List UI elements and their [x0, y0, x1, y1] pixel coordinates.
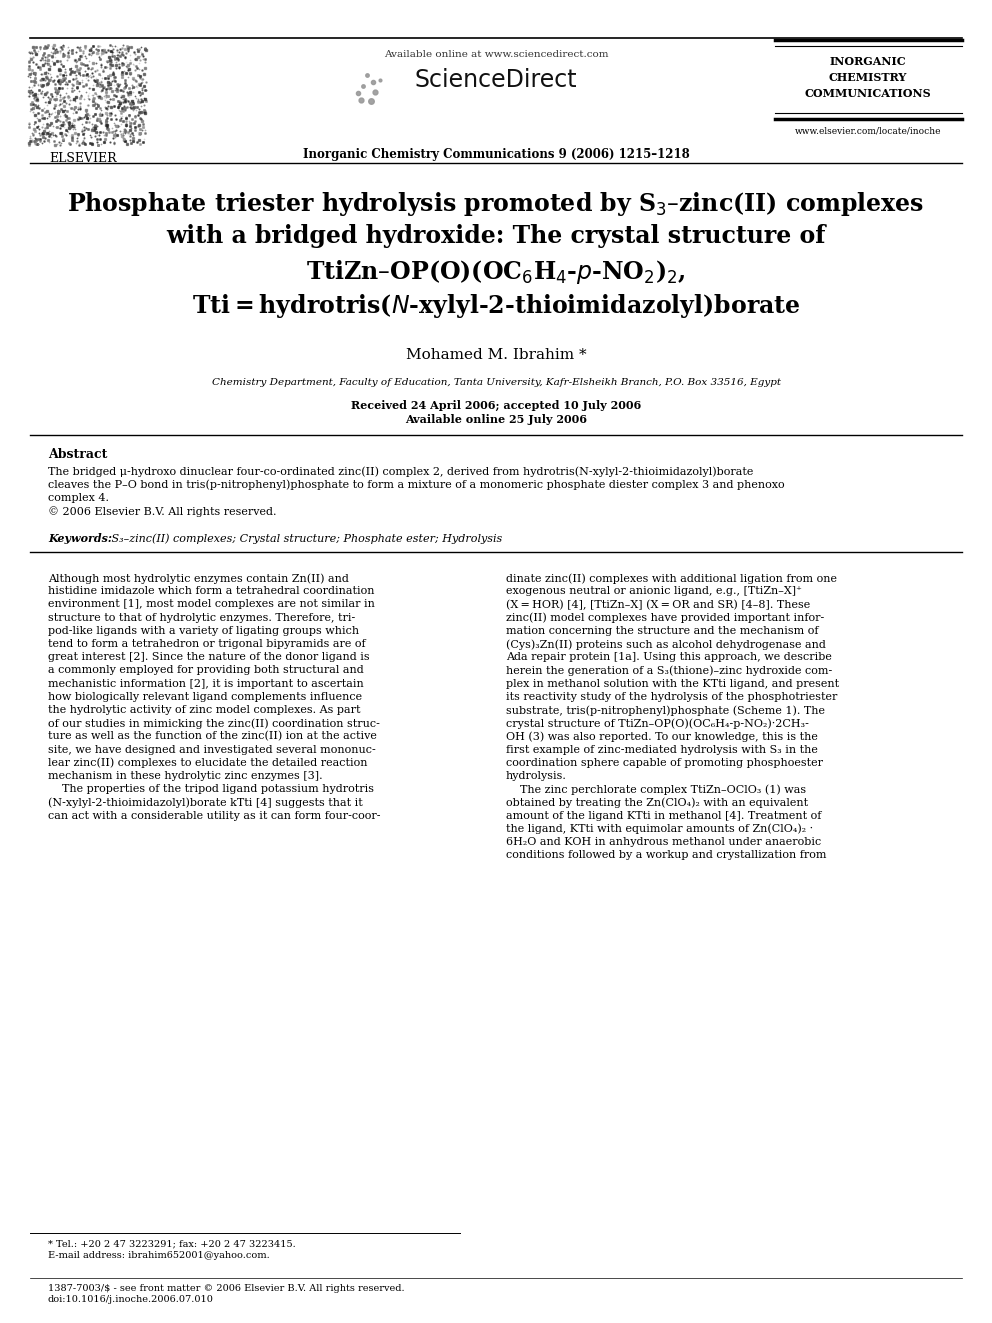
Text: how biologically relevant ligand complements influence: how biologically relevant ligand complem… [48, 692, 362, 701]
Text: substrate, tris(p-nitrophenyl)phosphate (Scheme 1). The: substrate, tris(p-nitrophenyl)phosphate … [506, 705, 825, 716]
Text: the ligand, KTti with equimolar amounts of Zn(ClO₄)₂ ·: the ligand, KTti with equimolar amounts … [506, 824, 813, 835]
Text: The properties of the tripod ligand potassium hydrotris: The properties of the tripod ligand pota… [48, 785, 374, 794]
Text: ELSEVIER: ELSEVIER [50, 152, 117, 165]
Text: mechanistic information [2], it is important to ascertain: mechanistic information [2], it is impor… [48, 679, 364, 688]
Text: Available online 25 July 2006: Available online 25 July 2006 [405, 414, 587, 425]
Text: CHEMISTRY: CHEMISTRY [828, 71, 908, 83]
Text: The zinc perchlorate complex TtiZn–OClO₃ (1) was: The zinc perchlorate complex TtiZn–OClO₃… [506, 785, 806, 795]
Text: the hydrolytic activity of zinc model complexes. As part: the hydrolytic activity of zinc model co… [48, 705, 360, 714]
Text: its reactivity study of the hydrolysis of the phosphotriester: its reactivity study of the hydrolysis o… [506, 692, 837, 701]
Text: a commonly employed for providing both structural and: a commonly employed for providing both s… [48, 665, 364, 676]
Text: Ada repair protein [1a]. Using this approach, we describe: Ada repair protein [1a]. Using this appr… [506, 652, 832, 663]
Text: 1387-7003/$ - see front matter © 2006 Elsevier B.V. All rights reserved.: 1387-7003/$ - see front matter © 2006 El… [48, 1285, 405, 1293]
Text: environment [1], most model complexes are not similar in: environment [1], most model complexes ar… [48, 599, 375, 610]
Text: plex in methanol solution with the KTti ligand, and present: plex in methanol solution with the KTti … [506, 679, 839, 688]
Text: Mohamed M. Ibrahim *: Mohamed M. Ibrahim * [406, 348, 586, 363]
Text: can act with a considerable utility as it can form four-coor-: can act with a considerable utility as i… [48, 811, 381, 820]
Text: Tti = hydrotris($N$-xylyl-2-thioimidazolyl)borate: Tti = hydrotris($N$-xylyl-2-thioimidazol… [191, 292, 801, 320]
Text: Received 24 April 2006; accepted 10 July 2006: Received 24 April 2006; accepted 10 July… [351, 400, 641, 411]
Text: hydrolysis.: hydrolysis. [506, 771, 566, 781]
Text: coordination sphere capable of promoting phosphoester: coordination sphere capable of promoting… [506, 758, 823, 767]
Text: Although most hydrolytic enzymes contain Zn(II) and: Although most hydrolytic enzymes contain… [48, 573, 349, 583]
Text: lear zinc(II) complexes to elucidate the detailed reaction: lear zinc(II) complexes to elucidate the… [48, 758, 367, 769]
Text: doi:10.1016/j.inoche.2006.07.010: doi:10.1016/j.inoche.2006.07.010 [48, 1295, 214, 1304]
Text: 6H₂O and KOH in anhydrous methanol under anaerobic: 6H₂O and KOH in anhydrous methanol under… [506, 837, 821, 847]
Text: E-mail address: ibrahim652001@yahoo.com.: E-mail address: ibrahim652001@yahoo.com. [48, 1252, 270, 1259]
Text: crystal structure of TtiZn–OP(O)(OC₆H₄-p-NO₂)·2CH₃-: crystal structure of TtiZn–OP(O)(OC₆H₄-p… [506, 718, 808, 729]
Text: histidine imidazole which form a tetrahedral coordination: histidine imidazole which form a tetrahe… [48, 586, 375, 597]
Text: Inorganic Chemistry Communications 9 (2006) 1215–1218: Inorganic Chemistry Communications 9 (20… [303, 148, 689, 161]
Text: * Tel.: +20 2 47 3223291; fax: +20 2 47 3223415.: * Tel.: +20 2 47 3223291; fax: +20 2 47 … [48, 1240, 296, 1248]
Text: (Cys)₃Zn(II) proteins such as alcohol dehydrogenase and: (Cys)₃Zn(II) proteins such as alcohol de… [506, 639, 826, 650]
Text: cleaves the P–O bond in tris(p-nitrophenyl)phosphate to form a mixture of a mono: cleaves the P–O bond in tris(p-nitrophen… [48, 479, 785, 490]
Text: complex 4.: complex 4. [48, 493, 109, 503]
Text: conditions followed by a workup and crystallization from: conditions followed by a workup and crys… [506, 851, 826, 860]
Text: Abstract: Abstract [48, 448, 107, 460]
Text: Available online at www.sciencedirect.com: Available online at www.sciencedirect.co… [384, 50, 608, 60]
Text: obtained by treating the Zn(ClO₄)₂ with an equivalent: obtained by treating the Zn(ClO₄)₂ with … [506, 798, 808, 808]
Text: (N-xylyl-2-thioimidazolyl)borate kTti [4] suggests that it: (N-xylyl-2-thioimidazolyl)borate kTti [4… [48, 798, 363, 808]
Text: COMMUNICATIONS: COMMUNICATIONS [805, 89, 931, 99]
Text: OH (3) was also reported. To our knowledge, this is the: OH (3) was also reported. To our knowled… [506, 732, 817, 742]
Text: The bridged μ-hydroxo dinuclear four-co-ordinated zinc(II) complex 2, derived fr: The bridged μ-hydroxo dinuclear four-co-… [48, 466, 753, 476]
Text: amount of the ligand KTti in methanol [4]. Treatment of: amount of the ligand KTti in methanol [4… [506, 811, 821, 820]
Text: www.elsevier.com/locate/inoche: www.elsevier.com/locate/inoche [795, 126, 941, 135]
Text: mation concerning the structure and the mechanism of: mation concerning the structure and the … [506, 626, 818, 636]
Text: pod-like ligands with a variety of ligating groups which: pod-like ligands with a variety of ligat… [48, 626, 359, 636]
Text: Phosphate triester hydrolysis promoted by S$_3$–zinc(II) complexes: Phosphate triester hydrolysis promoted b… [67, 191, 925, 218]
Text: S₃–zinc(II) complexes; Crystal structure; Phosphate ester; Hydrolysis: S₃–zinc(II) complexes; Crystal structure… [108, 533, 502, 544]
Text: tend to form a tetrahedron or trigonal bipyramids are of: tend to form a tetrahedron or trigonal b… [48, 639, 366, 650]
Text: © 2006 Elsevier B.V. All rights reserved.: © 2006 Elsevier B.V. All rights reserved… [48, 507, 277, 517]
Text: with a bridged hydroxide: The crystal structure of: with a bridged hydroxide: The crystal st… [167, 224, 825, 247]
Text: of our studies in mimicking the zinc(II) coordination struc-: of our studies in mimicking the zinc(II)… [48, 718, 380, 729]
Text: herein the generation of a S₃(thione)–zinc hydroxide com-: herein the generation of a S₃(thione)–zi… [506, 665, 832, 676]
Text: structure to that of hydrolytic enzymes. Therefore, tri-: structure to that of hydrolytic enzymes.… [48, 613, 355, 623]
Text: ture as well as the function of the zinc(II) ion at the active: ture as well as the function of the zinc… [48, 732, 377, 742]
Text: Chemistry Department, Faculty of Education, Tanta University, Kafr-Elsheikh Bran: Chemistry Department, Faculty of Educati… [211, 378, 781, 388]
Text: TtiZn–OP(O)(OC$_6$H$_4$-$p$-NO$_2$)$_2$,: TtiZn–OP(O)(OC$_6$H$_4$-$p$-NO$_2$)$_2$, [307, 258, 685, 286]
Text: exogenous neutral or anionic ligand, e.g., [TtiZn–X]⁺: exogenous neutral or anionic ligand, e.g… [506, 586, 802, 597]
Text: site, we have designed and investigated several mononuc-: site, we have designed and investigated … [48, 745, 376, 754]
Text: ScienceDirect: ScienceDirect [415, 67, 577, 93]
Text: mechanism in these hydrolytic zinc enzymes [3].: mechanism in these hydrolytic zinc enzym… [48, 771, 322, 781]
Text: great interest [2]. Since the nature of the donor ligand is: great interest [2]. Since the nature of … [48, 652, 370, 663]
Text: (X = HOR) [4], [TtiZn–X] (X = OR and SR) [4–8]. These: (X = HOR) [4], [TtiZn–X] (X = OR and SR)… [506, 599, 810, 610]
Text: zinc(II) model complexes have provided important infor-: zinc(II) model complexes have provided i… [506, 613, 824, 623]
Text: dinate zinc(II) complexes with additional ligation from one: dinate zinc(II) complexes with additiona… [506, 573, 837, 583]
Text: first example of zinc-mediated hydrolysis with S₃ in the: first example of zinc-mediated hydrolysi… [506, 745, 817, 754]
Text: Keywords:: Keywords: [48, 533, 112, 544]
Text: INORGANIC: INORGANIC [829, 56, 907, 67]
